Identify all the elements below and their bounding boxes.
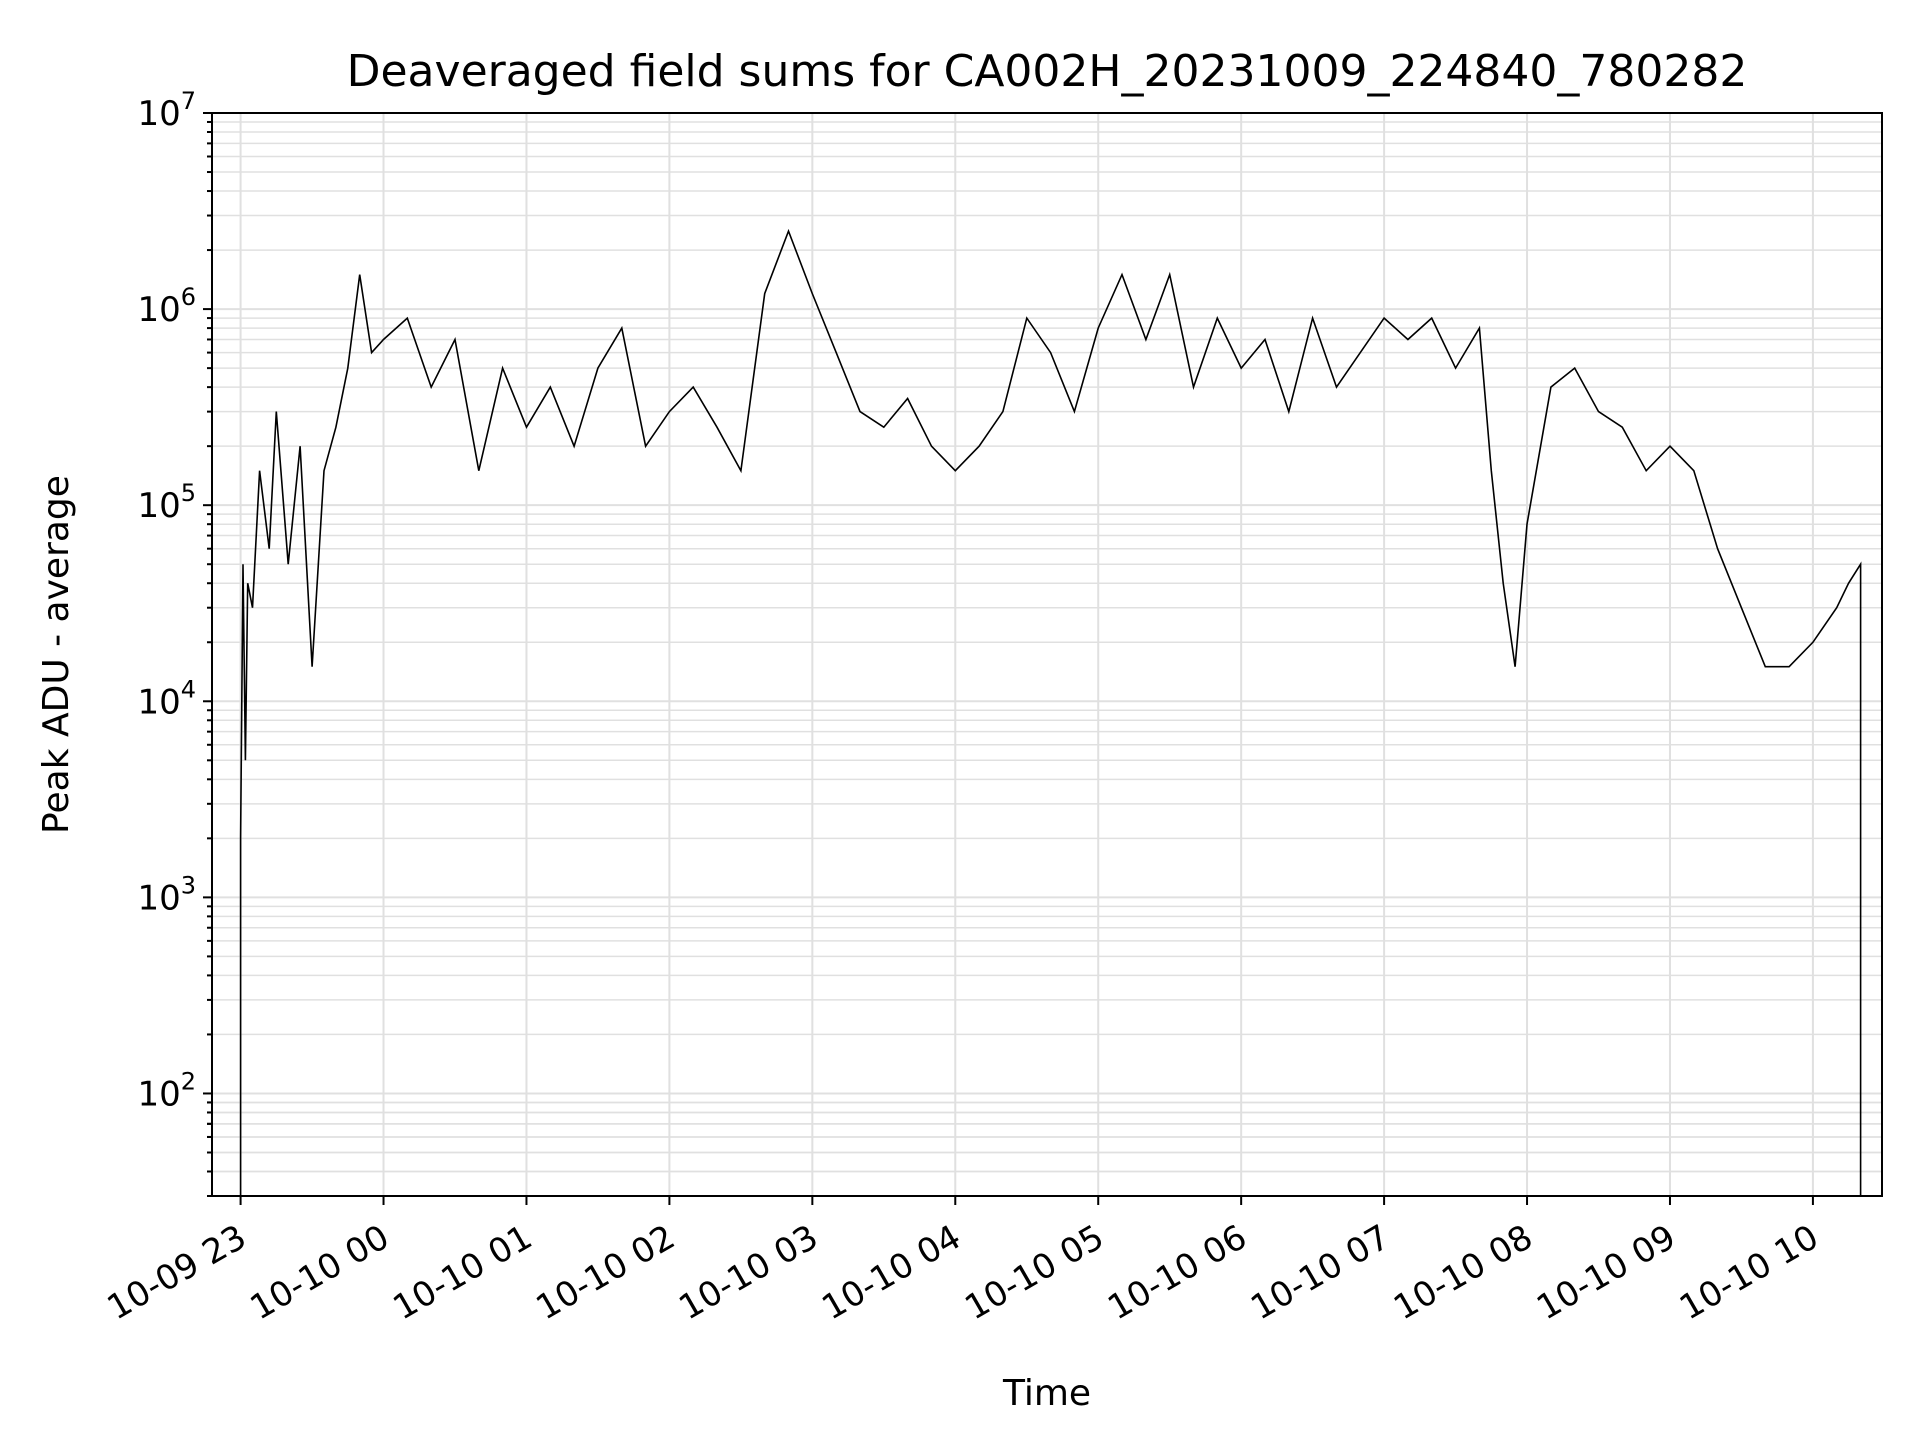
y-tick-label: 103 <box>137 871 196 918</box>
series-line <box>239 228 1862 1196</box>
y-tick-label: 104 <box>137 675 196 722</box>
y-tick-label: 106 <box>137 283 196 330</box>
grid <box>212 113 1882 1197</box>
x-axis-label: Time <box>1002 1373 1091 1414</box>
plot-frame <box>211 112 1883 1197</box>
y-tick-label: 107 <box>137 87 196 134</box>
y-axis-label: Peak ADU - average <box>36 475 77 834</box>
y-tick-label: 105 <box>137 479 196 526</box>
y-tick-label: 102 <box>137 1067 196 1114</box>
chart-title: Deaveraged field sums for CA002H_2023100… <box>347 46 1748 97</box>
series-layer <box>239 228 1862 1196</box>
